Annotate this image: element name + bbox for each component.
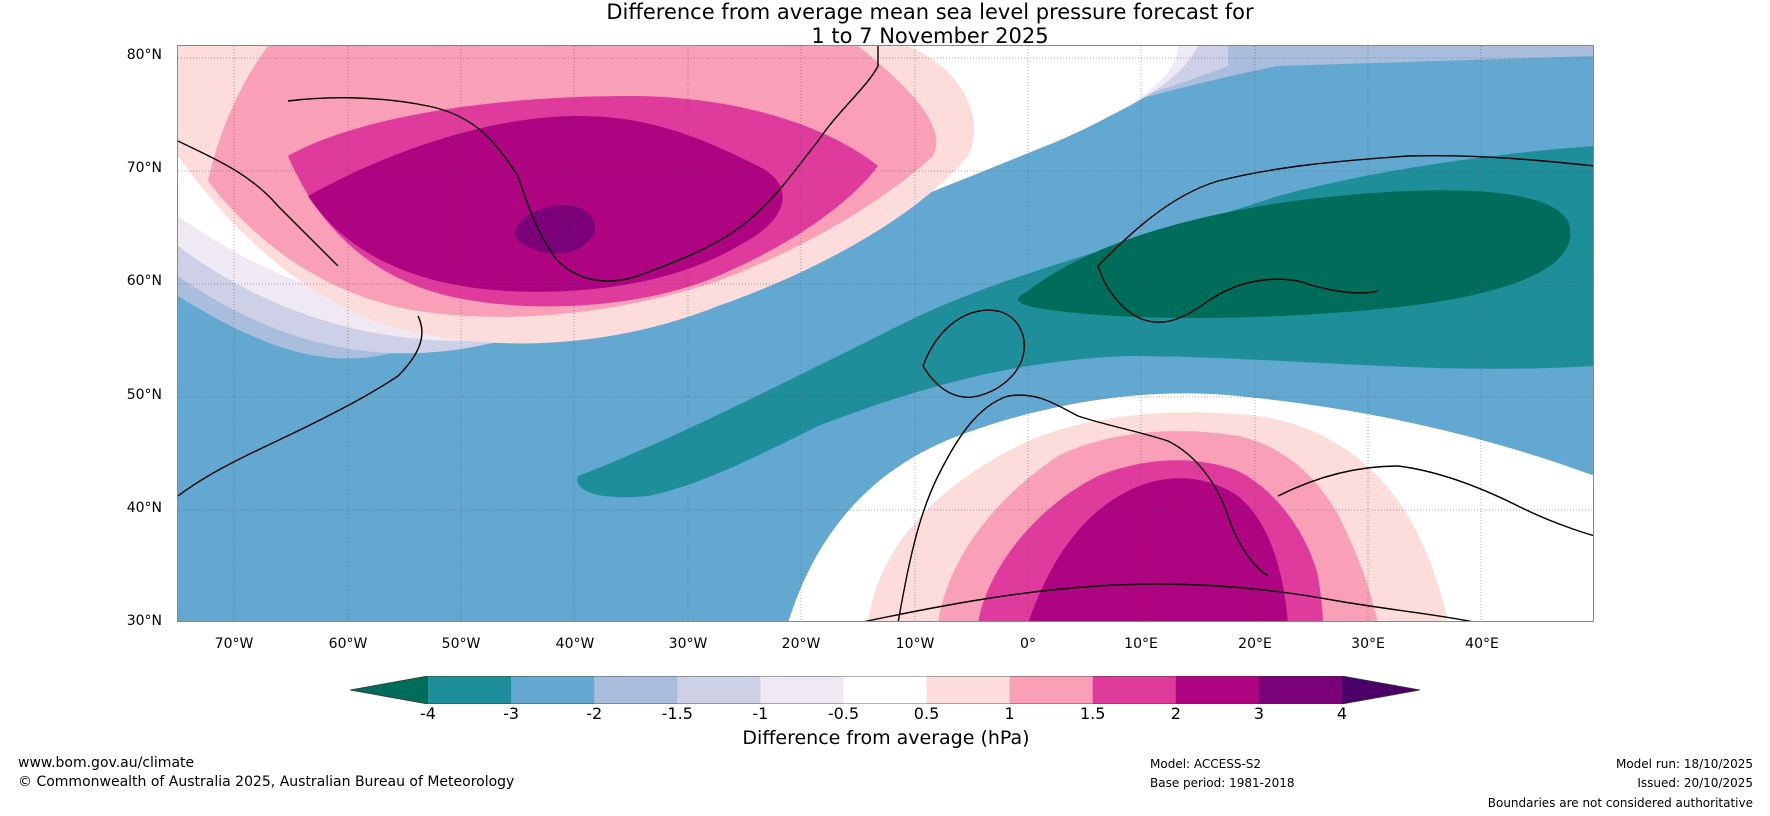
- greenland-coast: [287, 46, 879, 282]
- colorbar-tick-label: 0.5: [913, 704, 940, 723]
- lon-label-0: 0°: [1020, 636, 1036, 652]
- colorbar-tick-label: -4: [420, 704, 436, 723]
- graticule: [178, 46, 1593, 621]
- north-america-east-coast: [178, 315, 423, 497]
- colorbar-segment: [511, 676, 595, 704]
- map-title: Difference from average mean sea level p…: [0, 0, 1770, 48]
- anomaly-core-minus-4: [1018, 190, 1571, 318]
- footer-website: www.bom.gov.au/climate: [18, 755, 195, 771]
- lon-label-10e: 10°E: [1124, 636, 1158, 652]
- colorbar-tick-label: 3: [1253, 704, 1264, 723]
- lat-label-80n: 80°N: [126, 47, 162, 63]
- footer-base-period: Base period: 1981-2018: [1150, 776, 1295, 790]
- colorbar-segment: [1175, 676, 1260, 704]
- colorbar-segment: [1092, 676, 1177, 704]
- lat-label-30n: 30°N: [126, 613, 162, 629]
- colorbar-tick-label: 1.5: [1079, 704, 1106, 723]
- lat-label-50n: 50°N: [126, 387, 162, 403]
- black-sea-anatolia-coast: [1277, 465, 1593, 537]
- colorbar-segment: [1258, 676, 1343, 704]
- colorbar-tick-label: 2: [1170, 704, 1181, 723]
- italy-coast: [1077, 415, 1269, 577]
- lat-label-40n: 40°N: [126, 500, 162, 516]
- lon-label-40e: 40°E: [1465, 636, 1499, 652]
- colorbar-tick-label: 1: [1004, 704, 1015, 723]
- colorbar-tick-label: -2: [586, 704, 603, 723]
- colorbar-extend-low: [350, 676, 428, 704]
- colorbar-segment: [760, 676, 844, 704]
- colorbar-segment: [677, 676, 761, 704]
- colorbar-segment: [843, 676, 928, 704]
- lon-label-30e: 30°E: [1351, 636, 1385, 652]
- colorbar-segment: [428, 676, 512, 704]
- colorbar-label: Difference from average (hPa): [742, 727, 1030, 749]
- footer-copyright: © Commonwealth of Australia 2025, Austra…: [18, 774, 515, 790]
- south-core-plus-2: [1028, 478, 1288, 621]
- colorbar: [350, 676, 1420, 704]
- colorbar-segment: [594, 676, 678, 704]
- colorbar-segment: [926, 676, 1011, 704]
- colorbar-extend-high: [1342, 676, 1420, 704]
- lat-label-60n: 60°N: [126, 273, 162, 289]
- lon-label-70w: 70°W: [214, 636, 254, 652]
- lon-label-20e: 20°E: [1238, 636, 1272, 652]
- colorbar-tick-label: -0.5: [827, 704, 860, 723]
- footer-disclaimer: Boundaries are not considered authoritat…: [1487, 796, 1753, 810]
- colorbar-tick-label: -3: [503, 704, 520, 723]
- colorbar-segment: [1009, 676, 1094, 704]
- lon-label-10w: 10°W: [895, 636, 935, 652]
- footer-issued: Issued: 20/10/2025: [1637, 776, 1753, 790]
- pressure-anomaly-map: [177, 45, 1594, 622]
- lon-label-30w: 30°W: [668, 636, 708, 652]
- footer-model: Model: ACCESS-S2: [1150, 757, 1262, 771]
- colorbar-tick-label: -1.5: [661, 704, 693, 723]
- lon-label-20w: 20°W: [781, 636, 821, 652]
- british-isles: [922, 309, 1025, 398]
- footer-model-run: Model run: 18/10/2025: [1615, 757, 1753, 771]
- title-line-1: Difference from average mean sea level p…: [606, 0, 1254, 24]
- anomaly-core-plus-3: [515, 205, 596, 254]
- colorbar-tick-label: -1: [752, 704, 769, 723]
- canada-arctic-coast: [178, 140, 339, 267]
- lon-label-40w: 40°W: [555, 636, 595, 652]
- colorbar-tick-label: 4: [1336, 704, 1348, 723]
- lon-label-50w: 50°W: [441, 636, 481, 652]
- baltic-coast: [1097, 265, 1379, 323]
- title-line-2: 1 to 7 November 2025: [811, 24, 1049, 48]
- coastlines: [178, 46, 1593, 621]
- anomaly-band-plus-2: [308, 116, 783, 292]
- north-africa-coast: [864, 583, 1473, 621]
- map-canvas: [178, 46, 1593, 621]
- lon-label-60w: 60°W: [328, 636, 368, 652]
- iberia-coast: [897, 394, 1079, 621]
- lat-label-70n: 70°N: [126, 160, 162, 176]
- scandinavia-north-coast: [1097, 154, 1593, 267]
